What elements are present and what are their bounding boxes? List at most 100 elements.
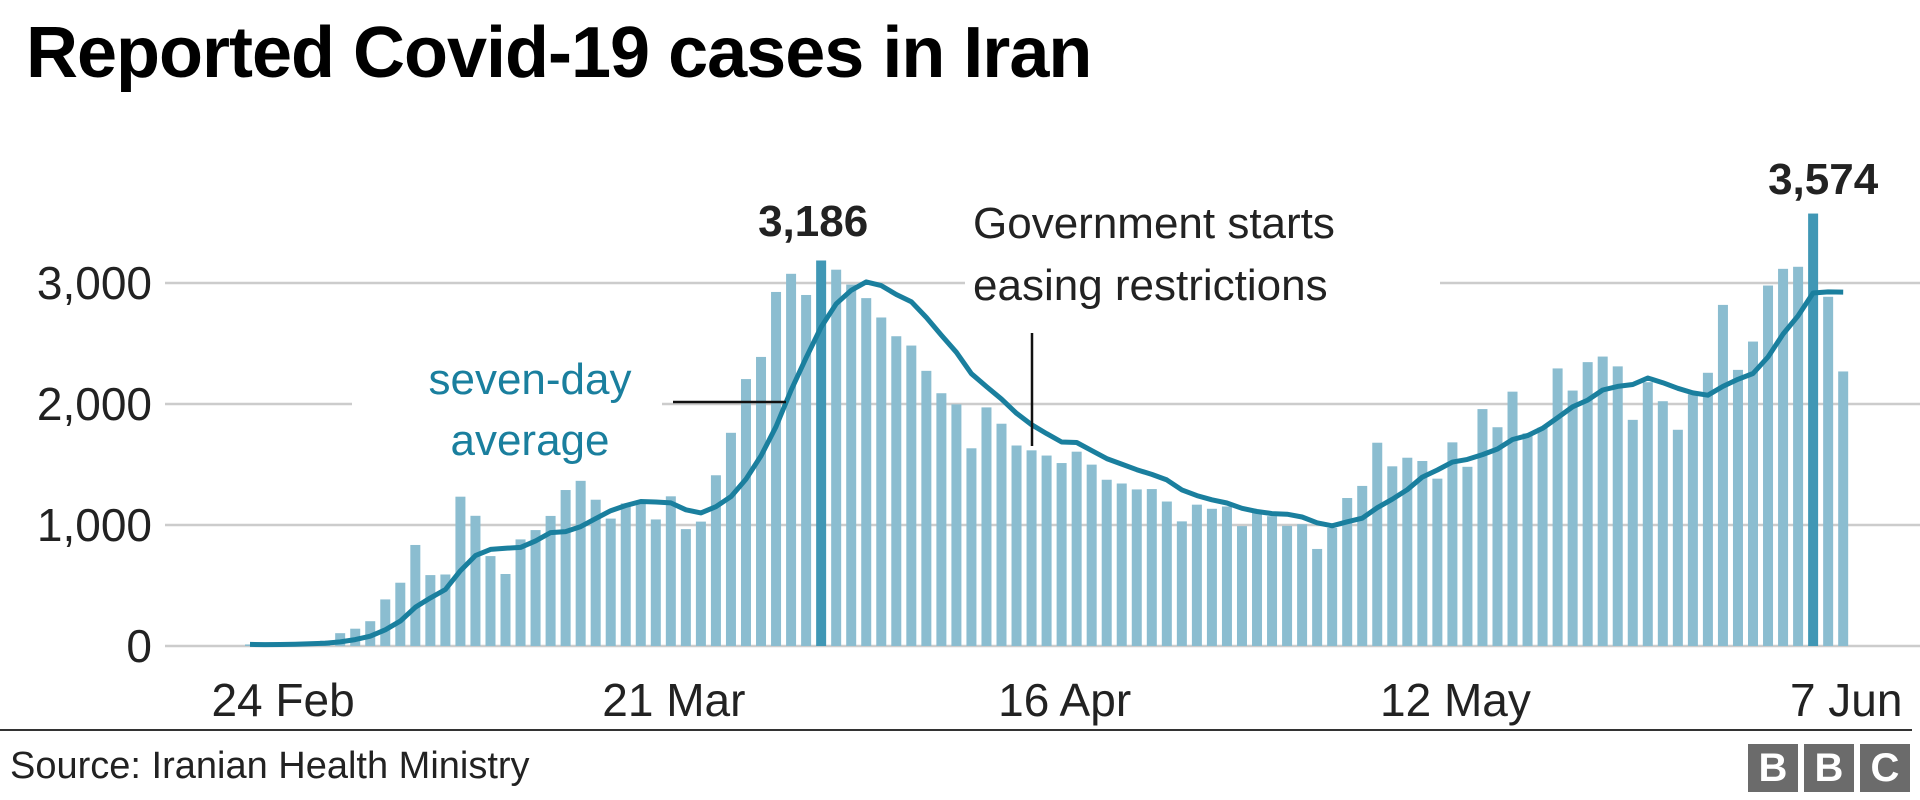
bar xyxy=(1146,489,1157,646)
bar xyxy=(1507,391,1518,646)
x-tick-label: 7 Jun xyxy=(1790,674,1903,726)
y-tick-label: 1,000 xyxy=(37,499,152,551)
easing-label: Government starts xyxy=(973,199,1335,248)
bar xyxy=(1176,521,1187,646)
bar xyxy=(936,393,947,646)
bar xyxy=(1191,504,1202,646)
bar xyxy=(1672,429,1683,646)
bbc-logo: B B C xyxy=(1748,744,1910,792)
logo-letter: C xyxy=(1860,744,1910,792)
bar xyxy=(650,519,661,646)
source-text: Source: Iranian Health Ministry xyxy=(10,745,530,787)
x-axis-labels: 24 Feb 21 Mar 16 Apr 12 May 7 Jun xyxy=(211,674,1902,726)
bar xyxy=(1702,372,1713,646)
average-line-group xyxy=(249,279,1844,648)
bar xyxy=(1763,285,1774,646)
y-axis-labels: 0 1,000 2,000 3,000 xyxy=(37,257,152,672)
bar xyxy=(380,599,391,646)
bar xyxy=(1086,464,1097,646)
bar xyxy=(1793,266,1804,646)
x-tick-label: 21 Mar xyxy=(602,674,745,726)
easing-label: easing restrictions xyxy=(973,261,1328,310)
label-background xyxy=(965,190,1440,315)
annotations: 3,186 3,574 seven-day average Government sta… xyxy=(352,155,1879,465)
bar xyxy=(1462,466,1473,646)
bar xyxy=(756,356,767,646)
bar xyxy=(951,404,962,646)
bar xyxy=(1522,433,1533,646)
bar xyxy=(1612,366,1623,646)
bar xyxy=(695,521,706,646)
bar xyxy=(876,317,887,646)
bar xyxy=(425,575,436,646)
bars xyxy=(245,213,1849,646)
bar xyxy=(680,529,691,646)
bar xyxy=(710,475,721,646)
bar xyxy=(831,269,842,646)
bar xyxy=(1282,525,1293,646)
bar xyxy=(545,515,556,646)
bar xyxy=(1011,445,1022,646)
logo-letter: B xyxy=(1804,744,1854,792)
bar xyxy=(515,539,526,646)
y-tick-label: 0 xyxy=(126,620,152,672)
bar xyxy=(1447,442,1458,646)
bar xyxy=(891,336,902,646)
bar xyxy=(1552,368,1563,646)
bar xyxy=(1402,457,1413,646)
label-background xyxy=(352,345,662,465)
bar xyxy=(530,530,541,646)
bar xyxy=(1131,489,1142,646)
bar xyxy=(665,496,676,646)
bar xyxy=(1312,548,1323,646)
bar xyxy=(485,556,496,646)
bar xyxy=(440,574,451,646)
bar xyxy=(500,574,511,646)
bar xyxy=(1567,390,1578,646)
bar xyxy=(1717,304,1728,646)
bar xyxy=(1597,356,1608,646)
bar xyxy=(1221,506,1232,646)
bar xyxy=(1101,479,1112,646)
bar xyxy=(575,480,586,646)
bar xyxy=(620,503,631,646)
bar xyxy=(1627,419,1638,646)
bar xyxy=(1732,369,1743,646)
bar xyxy=(1642,382,1653,646)
bar xyxy=(1116,483,1127,646)
bar xyxy=(635,501,646,646)
bar xyxy=(1252,511,1263,646)
bar xyxy=(1687,394,1698,646)
bar xyxy=(1537,427,1548,646)
bar xyxy=(996,423,1007,646)
bar xyxy=(966,448,977,646)
bar xyxy=(725,432,736,646)
x-tick-label: 16 Apr xyxy=(998,674,1131,726)
bar xyxy=(1071,451,1082,646)
bar xyxy=(560,490,571,646)
bar xyxy=(786,273,797,646)
bar xyxy=(1161,501,1172,646)
bar xyxy=(1236,526,1247,646)
bar xyxy=(1432,478,1443,646)
bar xyxy=(981,407,992,646)
bar xyxy=(1838,371,1849,646)
peak-label-june: 3,574 xyxy=(1768,155,1879,204)
bar xyxy=(1748,341,1758,646)
y-tick-label: 3,000 xyxy=(37,257,152,309)
bar xyxy=(1267,516,1278,646)
bar xyxy=(1778,268,1789,646)
bar xyxy=(1357,485,1368,646)
bar xyxy=(846,284,857,646)
bar xyxy=(771,291,782,646)
bar xyxy=(1387,466,1398,646)
bar xyxy=(1492,427,1503,646)
highlight-bar xyxy=(816,260,827,646)
bar xyxy=(590,499,601,646)
bar xyxy=(1056,463,1067,646)
bar xyxy=(740,379,751,646)
bar xyxy=(1297,524,1308,646)
x-tick-label: 12 May xyxy=(1380,674,1531,726)
bar xyxy=(1417,460,1428,646)
bar xyxy=(1206,508,1217,646)
